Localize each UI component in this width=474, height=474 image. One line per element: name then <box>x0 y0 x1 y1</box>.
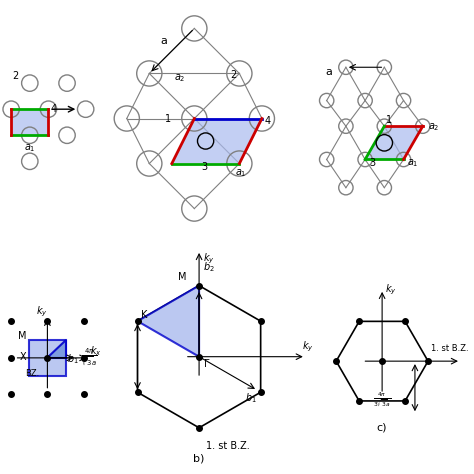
Text: 2: 2 <box>12 71 18 81</box>
Text: a: a <box>161 36 167 46</box>
Text: X: X <box>19 352 26 362</box>
Text: $k_y$: $k_y$ <box>202 251 214 265</box>
Text: $k_y$: $k_y$ <box>36 304 48 319</box>
Text: $b_1$: $b_1$ <box>246 391 257 405</box>
Text: $\Gamma$: $\Gamma$ <box>202 357 210 369</box>
Text: 3: 3 <box>201 162 207 172</box>
Text: a: a <box>325 67 332 77</box>
Text: 1: 1 <box>386 115 392 125</box>
Polygon shape <box>365 126 423 159</box>
Text: $a_2$: $a_2$ <box>428 121 439 133</box>
Text: 3: 3 <box>369 158 375 168</box>
Text: $b_2$: $b_2$ <box>202 260 214 274</box>
Text: 1. st B.Z.: 1. st B.Z. <box>431 344 469 353</box>
Text: b): b) <box>193 454 205 464</box>
Text: $a_1$: $a_1$ <box>24 142 36 154</box>
Text: K: K <box>141 310 147 319</box>
Text: $k_y$: $k_y$ <box>385 283 397 297</box>
Text: $\frac{4\pi}{\sqrt{3}a}$: $\frac{4\pi}{\sqrt{3}a}$ <box>81 346 97 368</box>
Text: 4: 4 <box>50 104 56 114</box>
Text: $b_1$: $b_1$ <box>67 352 79 366</box>
Polygon shape <box>47 340 65 358</box>
Polygon shape <box>137 285 199 357</box>
Text: 1: 1 <box>165 114 171 124</box>
Bar <box>29 340 65 376</box>
Polygon shape <box>172 118 262 164</box>
Text: $k_y$: $k_y$ <box>302 340 314 355</box>
Text: $a_1$: $a_1$ <box>407 158 419 169</box>
Text: M: M <box>178 272 186 282</box>
Text: M: M <box>18 331 26 341</box>
Text: 1. st B.Z.: 1. st B.Z. <box>206 441 250 451</box>
Text: c): c) <box>377 422 387 432</box>
Text: $\frac{4\pi}{3\sqrt{3}a}$: $\frac{4\pi}{3\sqrt{3}a}$ <box>373 390 391 409</box>
Text: $a_1$: $a_1$ <box>235 167 246 179</box>
Text: $k_x$: $k_x$ <box>91 344 102 358</box>
Text: BZ.: BZ. <box>25 369 39 378</box>
Text: 2: 2 <box>230 70 237 80</box>
FancyBboxPatch shape <box>11 109 48 135</box>
Text: $a_2$: $a_2$ <box>174 72 186 84</box>
Text: 4: 4 <box>264 116 270 126</box>
